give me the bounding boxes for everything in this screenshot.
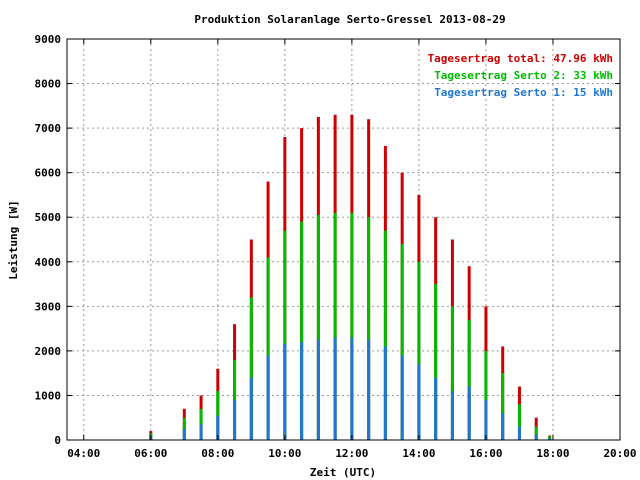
bar-series-3 (517, 426, 521, 440)
y-tick-label: 9000 (35, 33, 62, 46)
bar-series-3 (333, 337, 337, 440)
bar-series-2 (548, 436, 552, 440)
x-tick-label: 06:00 (134, 447, 167, 460)
bar-series-2 (400, 243, 404, 440)
bar-series-3 (350, 337, 354, 440)
bar-series-3 (283, 344, 287, 440)
x-tick-label: 20:00 (603, 447, 636, 460)
x-tick-label: 08:00 (201, 447, 234, 460)
y-tick-label: 0 (54, 434, 61, 447)
bar-series-2 (383, 230, 387, 440)
y-tick-label: 7000 (35, 122, 62, 135)
y-tick-label: 4000 (35, 256, 62, 269)
bar-series-3 (467, 386, 471, 440)
bars (149, 114, 552, 441)
legend-entry: Tagesertrag Serto 2: 33 kWh (434, 69, 613, 82)
bar-series-2 (517, 404, 521, 440)
bar-series-2 (266, 257, 270, 440)
bar-series-3 (548, 438, 552, 440)
x-tick-label: 14:00 (402, 447, 435, 460)
chart-title: Produktion Solaranlage Serto-Gressel 201… (194, 13, 505, 26)
legend-entry: Tagesertrag total: 47.96 kWh (428, 52, 613, 65)
plot-frame (66, 38, 621, 441)
x-tick-label: 04:00 (67, 447, 100, 460)
legend-entry: Tagesertrag Serto 1: 15 kWh (434, 86, 613, 99)
bar-series-2 (534, 426, 538, 440)
legend: Tagesertrag total: 47.96 kWh Tagesertrag … (428, 52, 613, 99)
bar-series-2 (283, 230, 287, 440)
bar-series-3 (450, 390, 454, 440)
bar-series-2 (333, 212, 337, 440)
y-tick-label: 3000 (35, 300, 62, 313)
bar-series-2 (467, 319, 471, 440)
x-tick-label: 12:00 (335, 447, 368, 460)
bar-series-3 (300, 341, 304, 440)
y-axis-ticks: 0 1000 2000 3000 4000 5000 6000 7000 8000 9000 (35, 33, 620, 447)
bar-series-3 (501, 413, 505, 440)
x-tick-label: 16:00 (469, 447, 502, 460)
bar-series-2 (300, 221, 304, 440)
y-tick-label: 5000 (35, 211, 62, 224)
bar-series-3 (249, 377, 253, 440)
bar-series-3 (417, 364, 421, 440)
bar-series-3 (383, 346, 387, 440)
bar-series-2 (316, 214, 320, 440)
x-tick-label: 10:00 (268, 447, 301, 460)
bar-series-3 (434, 377, 438, 440)
x-tick-label: 18:00 (536, 447, 569, 460)
bar-series-3 (266, 355, 270, 440)
bar-series-2 (249, 297, 253, 440)
x-axis-ticks: 04:00 06:00 08:00 10:00 12:00 14:00 16:00 18:00… (67, 39, 637, 460)
y-tick-label: 1000 (35, 389, 62, 402)
y-tick-label: 2000 (35, 345, 62, 358)
y-tick-label: 8000 (35, 78, 62, 91)
bar-series-2 (367, 217, 371, 440)
bar-series-3 (484, 399, 488, 440)
bar-series-3 (233, 399, 237, 440)
x-axis-label: Zeit (UTC) (310, 466, 376, 479)
grid (67, 39, 620, 440)
bar-series-3 (182, 428, 186, 440)
bar-series-3 (216, 415, 220, 440)
bar-series-3 (199, 424, 203, 440)
y-axis-label: Leistung [W] (7, 200, 20, 279)
bar-series-3 (534, 434, 538, 440)
bar-series-2 (484, 350, 488, 440)
bar-series-2 (501, 373, 505, 440)
bar-series-2 (350, 212, 354, 440)
y-tick-label: 6000 (35, 167, 62, 180)
bar-series-3 (400, 355, 404, 440)
bar-series-3 (367, 339, 371, 440)
bar-series-3 (316, 339, 320, 440)
bar-series-2 (450, 306, 454, 440)
bar-series-2 (434, 284, 438, 440)
bar-series-2 (417, 261, 421, 440)
